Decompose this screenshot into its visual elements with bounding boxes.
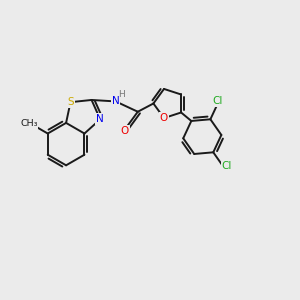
Text: N: N — [112, 96, 120, 106]
Text: Cl: Cl — [221, 161, 232, 171]
Text: S: S — [67, 97, 74, 107]
Text: O: O — [160, 113, 168, 123]
Text: H: H — [118, 91, 124, 100]
Text: Cl: Cl — [212, 97, 223, 106]
Text: O: O — [120, 126, 129, 136]
Text: N: N — [96, 114, 104, 124]
Text: CH₃: CH₃ — [20, 119, 38, 128]
